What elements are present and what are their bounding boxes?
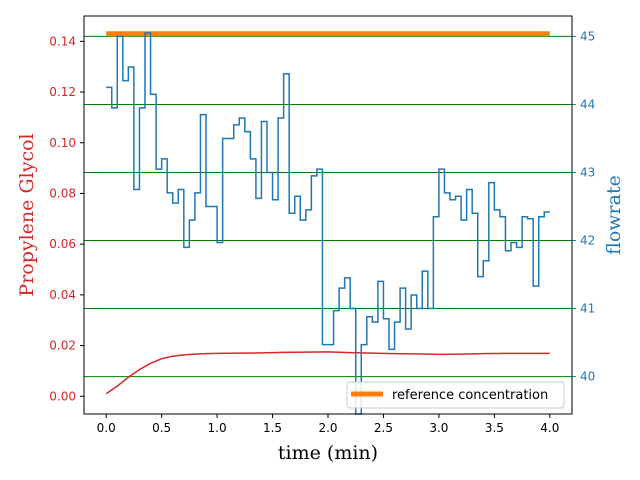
plot-series xyxy=(105,31,550,415)
y-right-tick-label: 42 xyxy=(580,234,595,248)
right-y-axis: 40 41 42 43 44 45 xyxy=(572,29,595,384)
y-left-tick-label: 0.08 xyxy=(49,186,76,200)
x-tick-label: 2.0 xyxy=(318,421,337,435)
y-left-tick-label: 0.02 xyxy=(49,339,76,353)
legend-box xyxy=(346,381,565,409)
left-axis-title: Propylene Glycol xyxy=(16,133,38,296)
y-right-tick-label: 40 xyxy=(580,370,595,384)
grid-lines xyxy=(84,35,572,378)
y-right-tick-label: 44 xyxy=(580,97,595,111)
y-right-tick-label: 41 xyxy=(580,302,595,316)
x-tick-label: 0.5 xyxy=(152,421,171,435)
plot-frame xyxy=(83,15,573,415)
x-tick-label: 1.5 xyxy=(263,421,282,435)
y-left-tick-label: 0.10 xyxy=(49,136,76,150)
y-right-tick-label: 45 xyxy=(580,29,595,43)
x-tick-label: 4.0 xyxy=(540,421,559,435)
x-tick-label: 3.5 xyxy=(485,421,504,435)
legend: reference concentration xyxy=(346,381,565,409)
propylene-glycol-line xyxy=(105,351,550,395)
y-left-tick-label: 0.14 xyxy=(49,34,76,48)
legend-label-reference: reference concentration xyxy=(392,388,548,403)
x-tick-label: 1.0 xyxy=(208,421,227,435)
x-tick-label: 3.0 xyxy=(429,421,448,435)
y-left-tick-label: 0.06 xyxy=(49,237,76,251)
x-tick-label: 0.0 xyxy=(97,421,116,435)
x-axis-title: time (min) xyxy=(278,442,378,464)
x-tick-label: 2.5 xyxy=(374,421,393,435)
flowrate-step-line xyxy=(106,32,550,415)
left-y-axis: 0.00 0.02 0.04 0.06 0.08 0.10 0.12 0.14 xyxy=(49,34,84,403)
y-left-tick-label: 0.12 xyxy=(49,85,76,99)
y-right-tick-label: 43 xyxy=(580,165,595,179)
y-left-tick-label: 0.04 xyxy=(49,288,76,302)
x-axis: 0.0 0.5 1.0 1.5 2.0 2.5 3.0 3.5 4.0 xyxy=(97,414,559,435)
right-axis-title: flowrate xyxy=(603,175,625,255)
y-left-tick-label: 0.00 xyxy=(49,389,76,403)
